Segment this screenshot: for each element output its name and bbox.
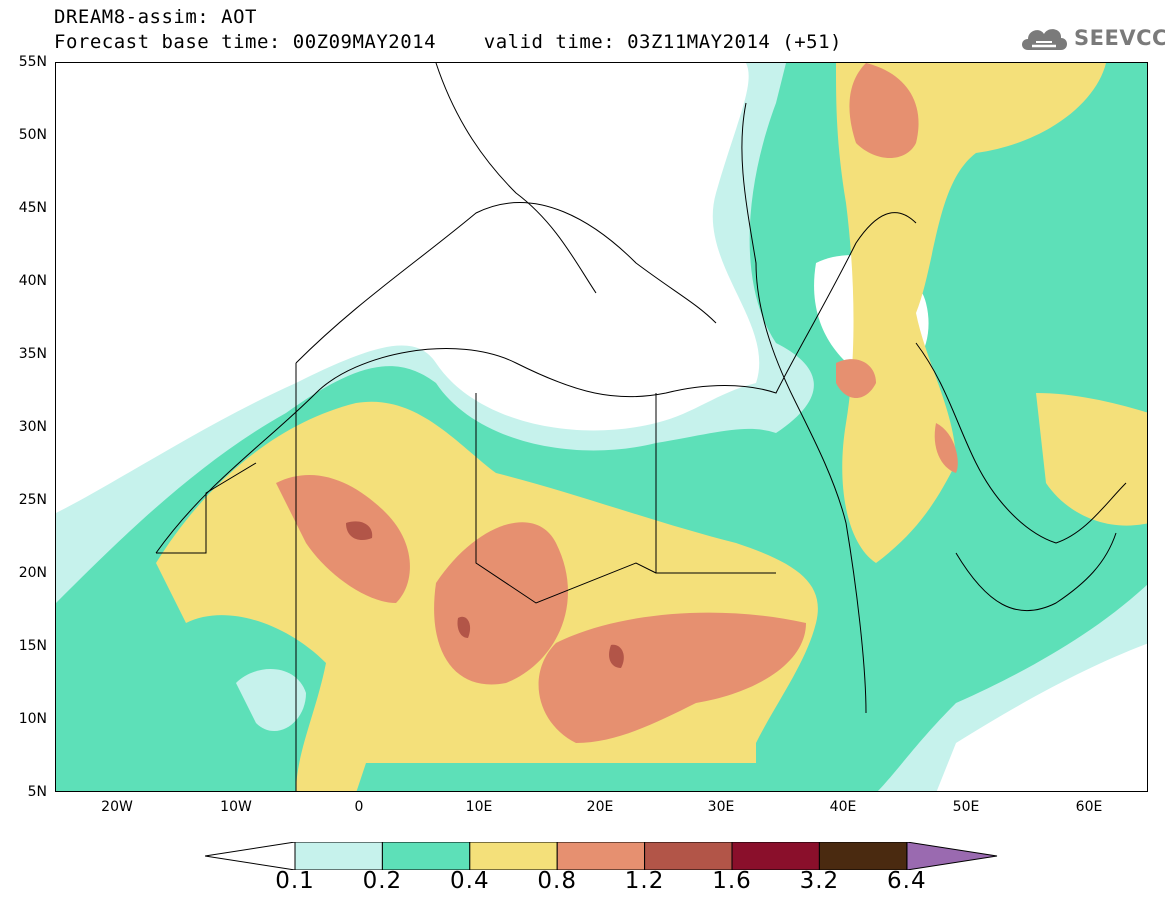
lon-label: 50E	[952, 799, 980, 815]
colorbar-label: 1.2	[624, 868, 665, 894]
lat-label: 50N	[18, 127, 47, 143]
lat-label: 45N	[18, 200, 47, 216]
lon-label: 30E	[707, 799, 735, 815]
aot-0.8-field	[276, 63, 958, 743]
logo-text: SEEVCCC	[1074, 26, 1165, 50]
lon-label: 10W	[220, 799, 252, 815]
seevccc-logo: SEEVCCC	[1018, 22, 1165, 56]
colorbar-segment	[294, 842, 383, 870]
lat-label: 25N	[18, 492, 47, 508]
lat-label: 40N	[18, 273, 47, 289]
lon-label: 0	[354, 799, 364, 815]
lat-label: 10N	[18, 711, 47, 727]
colorbar-label: 0.8	[537, 868, 577, 894]
title-line-2: Forecast base time: 00Z09MAY2014 valid t…	[54, 31, 842, 53]
aot-map	[55, 62, 1148, 792]
colorbar-under-arrow	[205, 842, 296, 870]
colorbar-segment	[556, 842, 646, 870]
colorbar-label: 0.1	[275, 868, 315, 894]
colorbar-segment	[644, 842, 733, 870]
lat-label: 5N	[27, 784, 47, 800]
title-line-1: DREAM8-assim: AOT	[54, 6, 257, 28]
aot-map-svg	[56, 63, 1147, 791]
lat-label: 15N	[18, 638, 47, 654]
colorbar-segment	[731, 842, 820, 870]
colorbar-segments	[294, 842, 908, 870]
colorbar-segment	[469, 842, 558, 870]
lon-label: 60E	[1075, 799, 1103, 815]
colorbar	[205, 842, 998, 870]
colorbar-segment	[818, 842, 908, 870]
colorbar-label: 0.2	[362, 868, 403, 894]
colorbar-label: 6.4	[887, 868, 927, 894]
lon-label: 20E	[586, 799, 614, 815]
colorbar-segment	[381, 842, 471, 870]
colorbar-label: 1.6	[712, 868, 752, 894]
colorbar-label: 3.2	[799, 868, 840, 894]
colorbar-label: 0.4	[450, 868, 490, 894]
lon-label: 20W	[101, 799, 133, 815]
coastlines	[155, 63, 1127, 791]
lon-label: 10E	[465, 799, 493, 815]
aot-1.2-field	[346, 521, 624, 668]
cloud-icon	[1022, 29, 1067, 50]
lat-label: 30N	[18, 419, 47, 435]
lat-label: 55N	[18, 54, 47, 70]
colorbar-over-arrow	[906, 842, 998, 870]
lon-label: 40E	[829, 799, 857, 815]
lat-label: 35N	[18, 346, 47, 362]
lat-label: 20N	[18, 565, 47, 581]
